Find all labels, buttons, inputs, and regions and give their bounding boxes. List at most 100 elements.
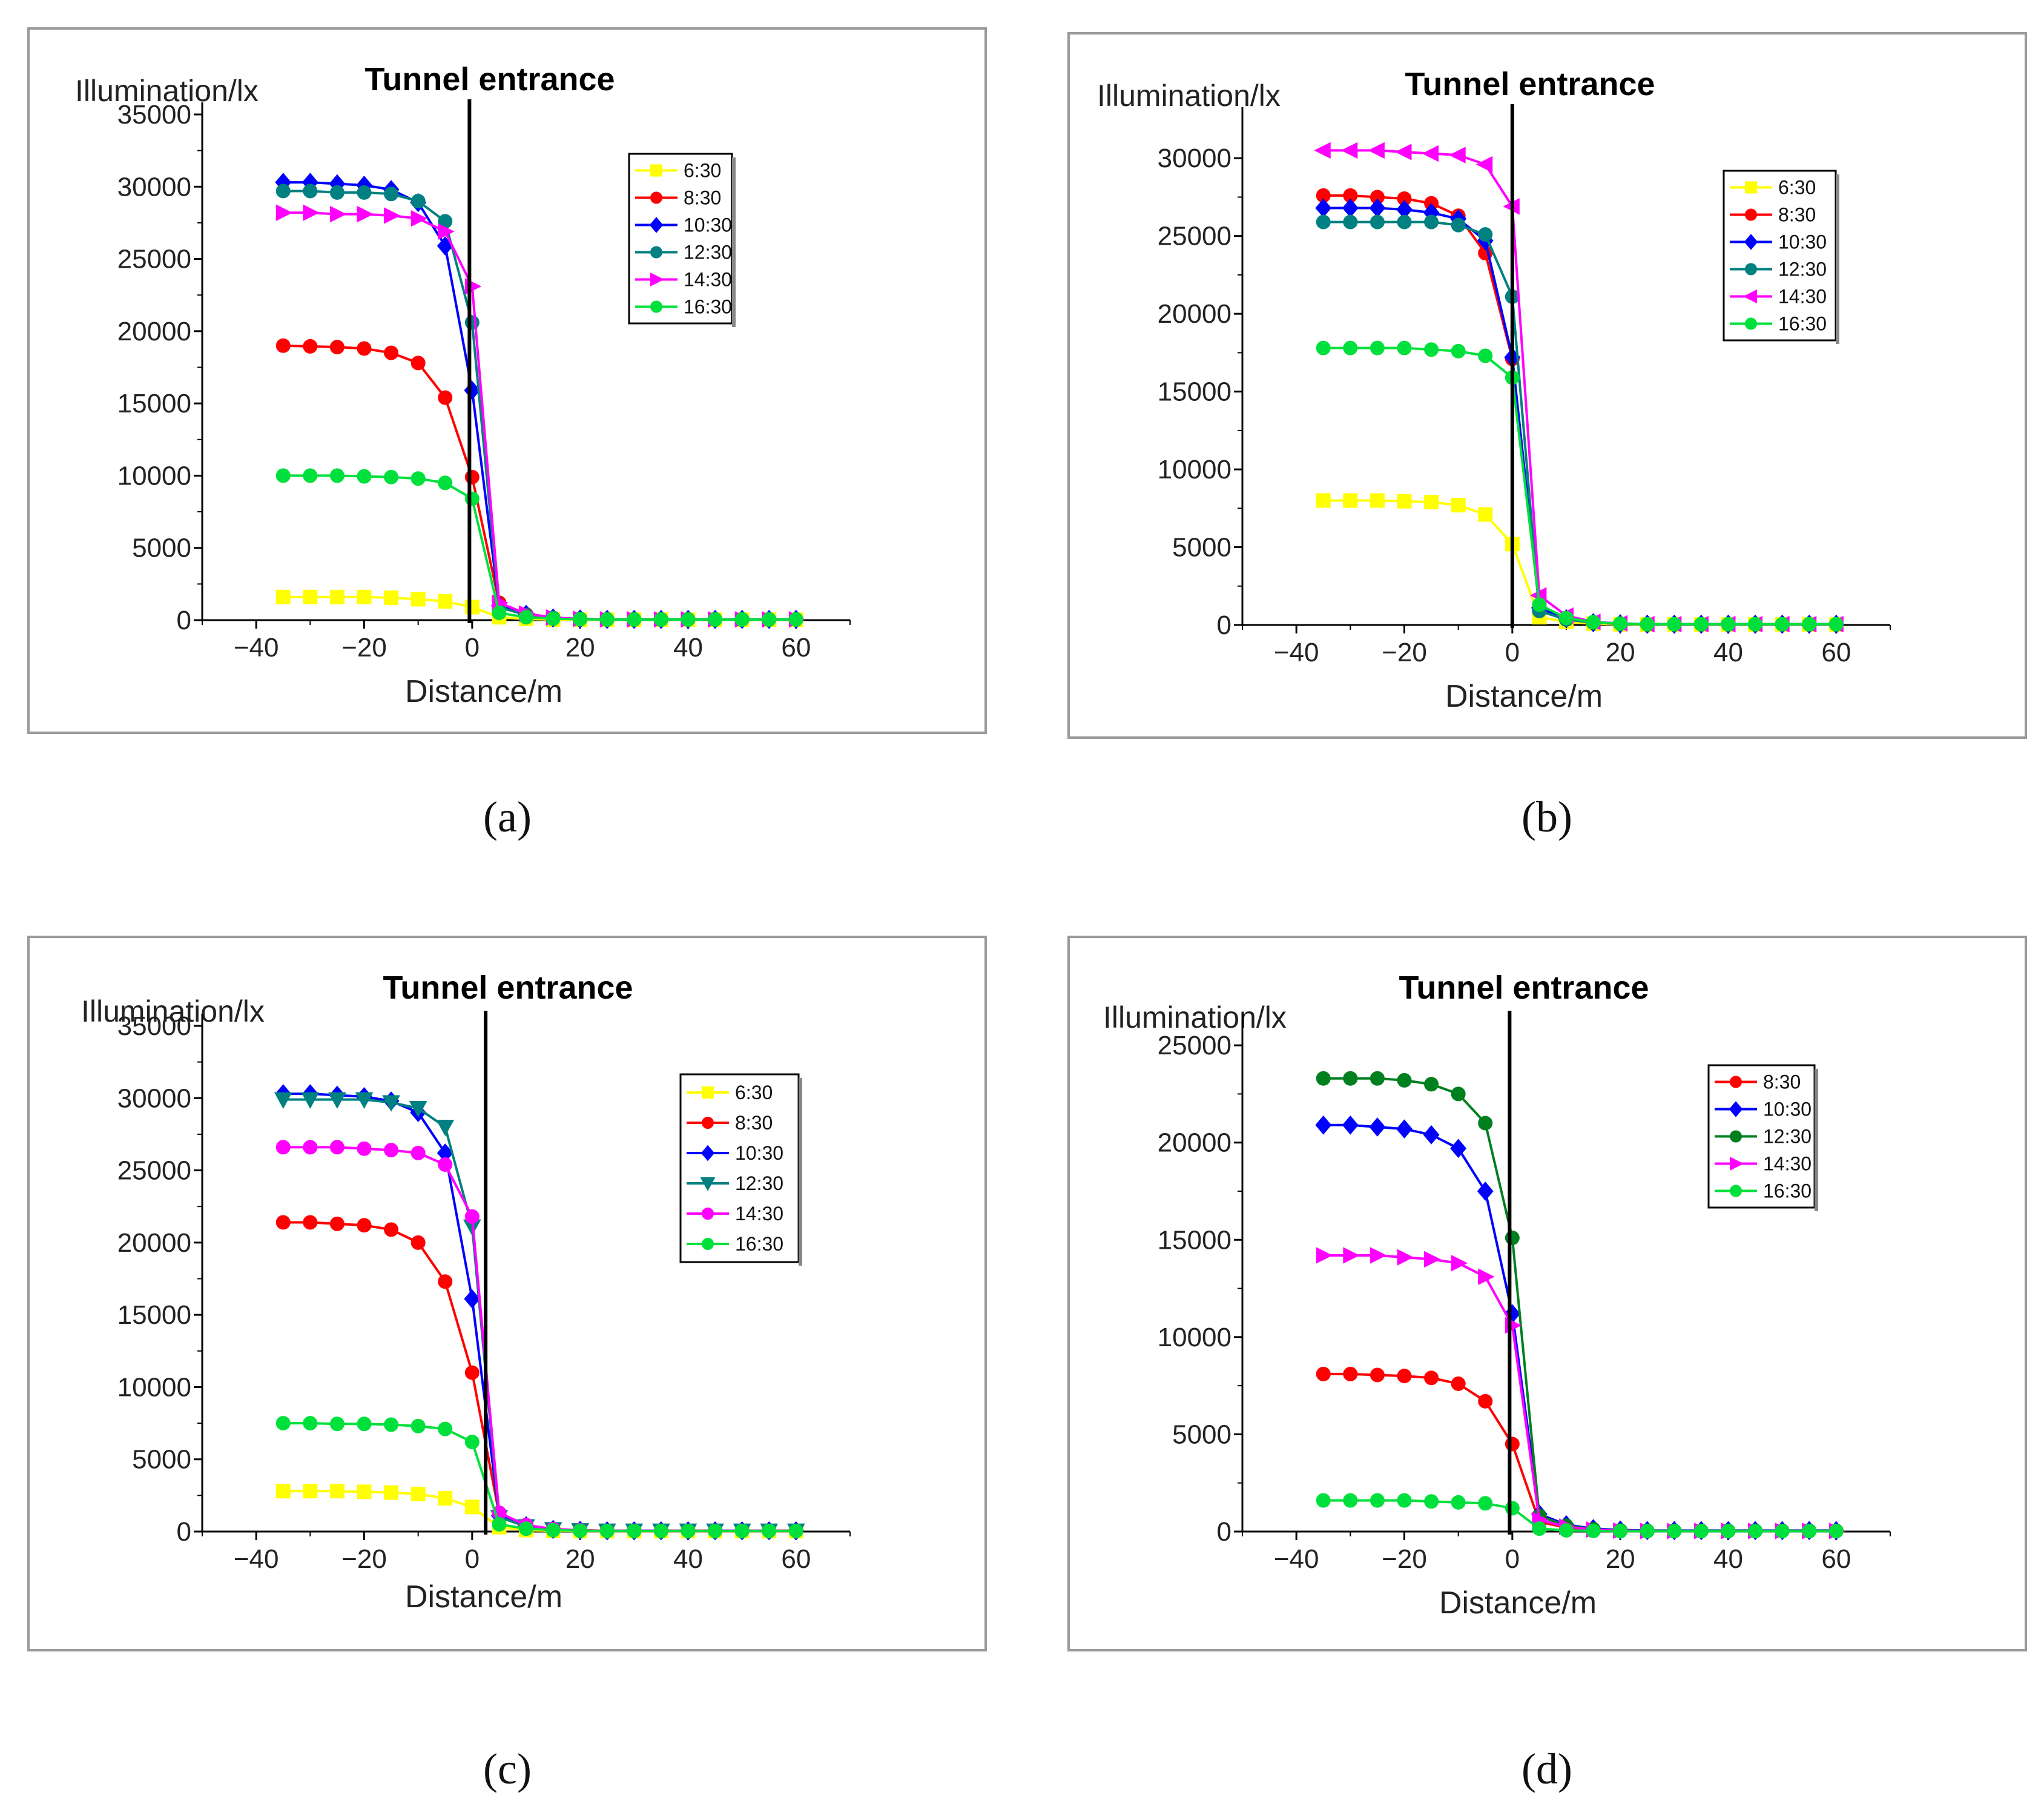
data-point — [329, 1484, 345, 1499]
series-16-30 — [275, 1416, 803, 1539]
data-point — [274, 1092, 292, 1109]
legend-marker — [1730, 1156, 1744, 1171]
data-point — [708, 612, 723, 627]
chart-panel-c: Tunnel entrance Illumination/lx Distance/m… — [27, 936, 987, 1651]
legend-item: 14:30 — [635, 269, 732, 291]
data-point — [1748, 1524, 1763, 1539]
legend-marker — [702, 1117, 714, 1129]
legend-label: 6:30 — [735, 1082, 773, 1103]
x-tick-label: 0 — [1505, 1544, 1520, 1574]
data-point — [329, 1140, 345, 1155]
data-point — [303, 339, 318, 354]
data-point — [708, 1524, 723, 1539]
data-point — [1775, 616, 1790, 632]
data-point — [438, 1274, 453, 1289]
x-tick-label: 20 — [565, 633, 595, 663]
data-point — [653, 612, 668, 627]
series-8-30 — [275, 338, 803, 627]
data-point — [1478, 348, 1493, 363]
legend-marker — [1730, 1130, 1742, 1143]
legend-marker — [650, 164, 662, 177]
data-point — [1370, 340, 1385, 355]
y-tick-label: 10000 — [1158, 1323, 1231, 1352]
data-point — [410, 355, 426, 371]
data-point — [436, 1120, 455, 1137]
y-tick-label: 0 — [1217, 610, 1231, 640]
x-tick-label: 60 — [1821, 1544, 1851, 1574]
data-point — [410, 1418, 426, 1433]
data-point — [464, 600, 480, 615]
data-point — [1478, 1116, 1493, 1131]
data-point — [546, 611, 561, 626]
data-point — [303, 1215, 318, 1230]
y-tick-label: 5000 — [132, 534, 191, 563]
data-point — [599, 1524, 615, 1539]
data-point — [1451, 217, 1466, 233]
data-point — [303, 468, 318, 483]
x-tick-label: −40 — [234, 1544, 279, 1574]
data-point — [410, 1235, 426, 1250]
legend-item: 10:30 — [1730, 231, 1827, 253]
series-14-30 — [1316, 1247, 1846, 1539]
data-point — [410, 1486, 426, 1501]
data-point — [1450, 1139, 1467, 1159]
data-point — [1667, 616, 1682, 632]
data-point — [1559, 1523, 1574, 1538]
legend-marker — [700, 1177, 716, 1191]
data-point — [734, 612, 750, 627]
chart-title: Tunnel entrance — [1405, 66, 1655, 102]
data-point — [1667, 1524, 1682, 1539]
data-point — [1343, 493, 1358, 508]
data-point — [329, 468, 345, 483]
data-point — [788, 612, 803, 627]
data-point — [464, 1209, 480, 1224]
data-point — [1397, 1493, 1412, 1508]
legend-marker — [1729, 1101, 1743, 1117]
data-point — [1342, 1115, 1359, 1135]
data-point — [357, 589, 372, 604]
data-point — [275, 1140, 291, 1155]
data-point — [1314, 142, 1331, 159]
y-tick-label: 25000 — [117, 1156, 191, 1186]
data-point — [1343, 1247, 1360, 1264]
data-point — [653, 1524, 668, 1539]
data-point — [1397, 1249, 1414, 1266]
legend-item: 8:30 — [1715, 1071, 1801, 1093]
data-point — [275, 468, 291, 483]
legend-label: 16:30 — [735, 1233, 783, 1255]
data-point — [1477, 1182, 1494, 1201]
legend-label: 6:30 — [684, 160, 721, 182]
data-point — [1451, 343, 1466, 359]
legend-item: 16:30 — [687, 1233, 783, 1255]
x-tick-label: −40 — [234, 633, 279, 663]
data-point — [1396, 1119, 1413, 1139]
data-point — [303, 589, 318, 604]
data-point — [1478, 1496, 1493, 1511]
data-point — [438, 1421, 453, 1436]
legend-shadow — [732, 157, 736, 327]
data-point — [1370, 1247, 1387, 1264]
data-point — [1370, 493, 1385, 508]
data-point — [1316, 1247, 1333, 1264]
data-point — [410, 1145, 426, 1160]
legend-item: 14:30 — [687, 1203, 783, 1225]
data-point — [1422, 145, 1439, 162]
legend-label: 14:30 — [735, 1203, 783, 1225]
data-point — [382, 1095, 400, 1112]
chart-svg: Tunnel entrance Illumination/lx Distance/m… — [75, 61, 851, 709]
series-line — [1323, 346, 1836, 626]
legend-item: 8:30 — [635, 187, 721, 209]
x-tick-label: −20 — [1382, 1544, 1427, 1574]
data-point — [384, 590, 399, 606]
data-point — [1828, 1524, 1844, 1539]
legend-label: 10:30 — [735, 1142, 783, 1164]
data-point — [1586, 615, 1601, 630]
data-point — [384, 1417, 399, 1432]
data-point — [1424, 1370, 1439, 1386]
data-point — [301, 1092, 320, 1109]
series-line — [1323, 499, 1836, 626]
y-tick-label: 20000 — [1158, 299, 1231, 329]
legend-label: 14:30 — [1778, 286, 1827, 308]
legend-marker — [650, 300, 662, 313]
data-point — [1397, 494, 1412, 509]
